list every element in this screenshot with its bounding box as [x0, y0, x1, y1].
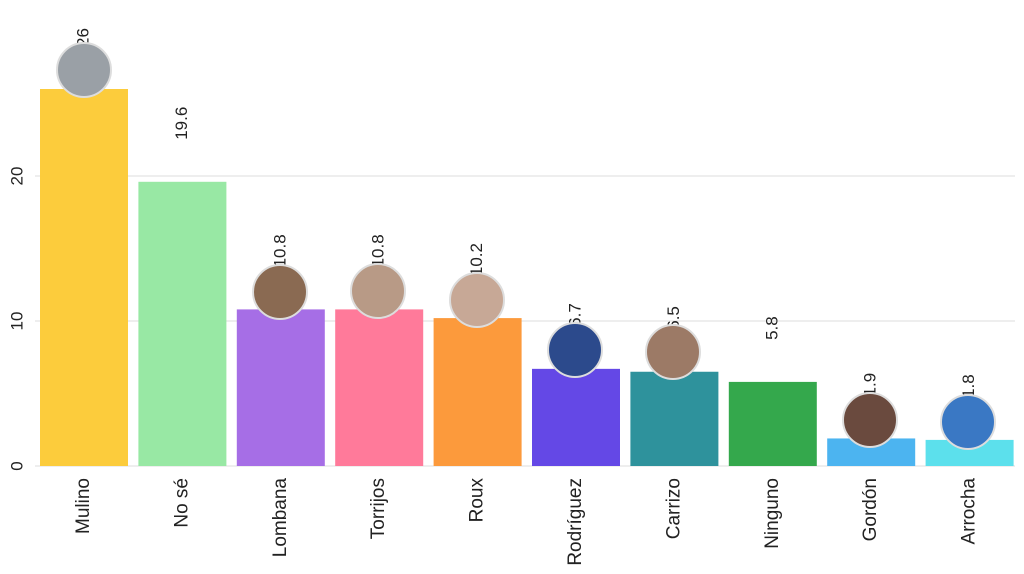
x-tick-label: Gordón	[860, 478, 881, 541]
x-tick-label: Roux	[467, 478, 488, 523]
photo	[350, 263, 406, 319]
x-tick-label: Arrocha	[959, 478, 980, 545]
x-tick-label: Lombana	[270, 478, 291, 558]
value-label: 10.8	[369, 234, 388, 267]
x-tick-label: Ninguno	[762, 478, 783, 549]
value-label: 1.8	[959, 374, 978, 398]
photo	[645, 324, 701, 380]
y-tick-label: 10	[7, 312, 26, 331]
bar	[532, 368, 620, 466]
bar	[630, 371, 719, 466]
value-label: 6.5	[664, 306, 683, 330]
value-label: 10.2	[467, 243, 486, 276]
y-tick-label: 20	[7, 167, 26, 186]
photo	[56, 42, 112, 98]
bar	[138, 181, 227, 467]
photo	[547, 322, 603, 378]
x-tick-label: Carrizo	[663, 478, 684, 539]
photo	[449, 272, 505, 328]
bar	[40, 89, 128, 466]
photo	[252, 264, 308, 320]
bar	[236, 309, 325, 466]
bar	[433, 318, 522, 466]
bar	[335, 309, 424, 466]
x-tick-label: No sé	[171, 478, 192, 528]
candidate-photos	[56, 42, 996, 450]
x-tick-label: Mulino	[73, 478, 94, 534]
y-tick-label: 0	[7, 461, 26, 470]
photo	[940, 394, 996, 450]
photo	[842, 392, 898, 448]
value-label: 19.6	[172, 107, 191, 140]
x-tick-label: Rodríguez	[565, 478, 586, 566]
value-label: 5.8	[762, 316, 781, 340]
value-label: 1.9	[861, 373, 880, 397]
value-label: 6.7	[565, 303, 584, 327]
bar	[728, 381, 817, 466]
value-label: 10.8	[270, 234, 289, 267]
x-tick-label: Torrijos	[368, 478, 389, 539]
